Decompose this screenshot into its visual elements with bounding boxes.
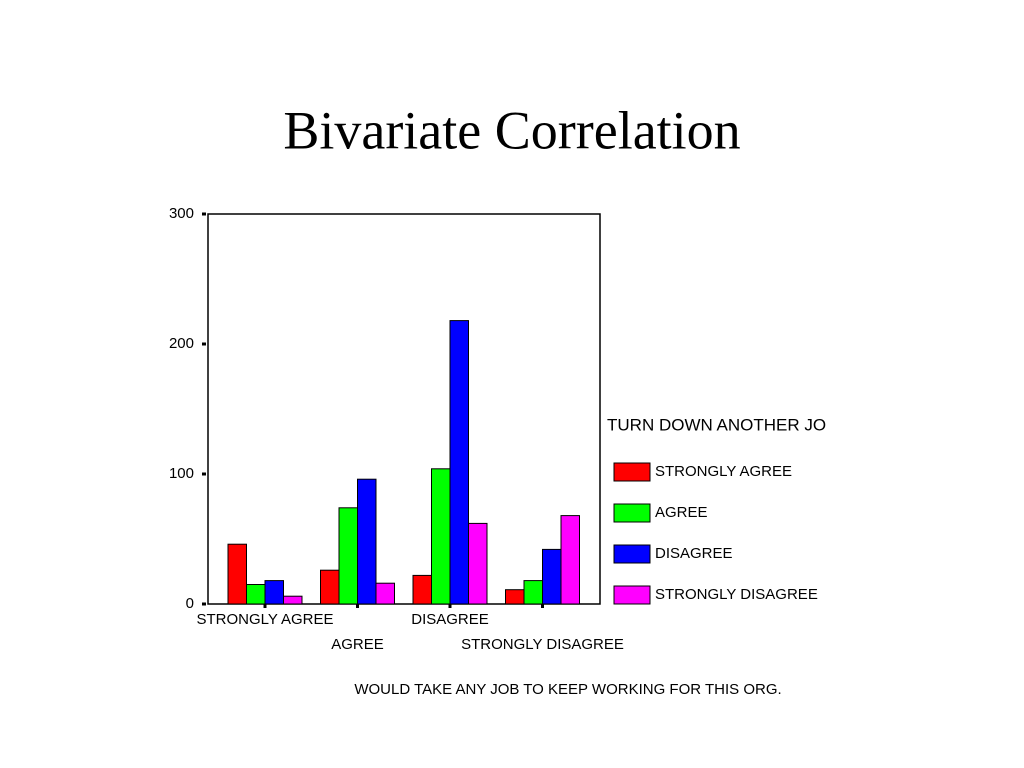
legend-label: STRONGLY AGREE <box>655 463 792 480</box>
y-tick-label: 100 <box>169 465 194 482</box>
legend-swatch <box>613 503 651 523</box>
legend-title: TURN DOWN ANOTHER JO <box>607 415 826 434</box>
bar <box>264 580 284 605</box>
bar <box>523 580 543 605</box>
legend-label: DISAGREE <box>655 545 733 562</box>
y-tick-label: 300 <box>169 205 194 222</box>
x-axis-title: WOULD TAKE ANY JOB TO KEEP WORKING FOR T… <box>354 681 781 698</box>
legend-swatch <box>613 585 651 605</box>
bar <box>412 574 432 605</box>
y-tick-label: 200 <box>169 335 194 352</box>
bar <box>227 543 247 605</box>
x-tick-label: AGREE <box>331 636 384 653</box>
x-tick-label: STRONGLY AGREE <box>197 611 334 628</box>
legend-label: AGREE <box>655 504 708 521</box>
bar <box>246 584 266 605</box>
x-tick-label: DISAGREE <box>411 611 489 628</box>
bar <box>542 548 562 605</box>
plot-frame <box>207 213 601 605</box>
bar <box>283 595 303 605</box>
bar <box>320 569 340 605</box>
bar <box>468 522 488 605</box>
bar <box>431 468 451 605</box>
bar <box>375 582 395 605</box>
bar <box>449 320 469 605</box>
bar <box>338 507 358 605</box>
chart-title: Bivariate Correlation <box>283 100 740 160</box>
bar <box>357 478 377 605</box>
y-tick-label: 0 <box>186 595 194 612</box>
bar <box>560 515 580 605</box>
x-tick-label: STRONGLY DISAGREE <box>461 636 624 653</box>
legend-swatch <box>613 462 651 482</box>
bar <box>505 589 525 605</box>
legend-swatch <box>613 544 651 564</box>
legend-label: STRONGLY DISAGREE <box>655 586 818 603</box>
